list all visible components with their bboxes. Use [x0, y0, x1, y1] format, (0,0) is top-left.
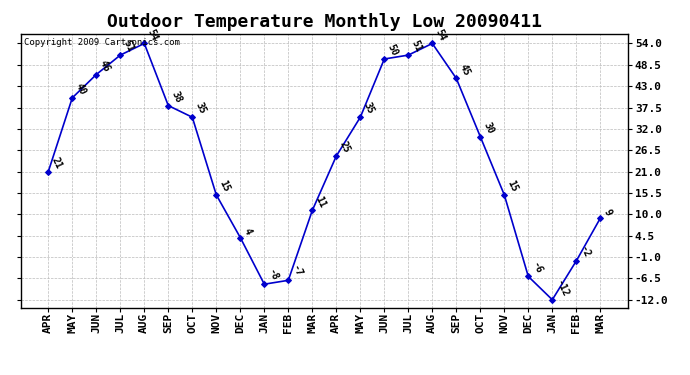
Text: 50: 50: [386, 43, 400, 58]
Title: Outdoor Temperature Monthly Low 20090411: Outdoor Temperature Monthly Low 20090411: [107, 13, 542, 31]
Text: 35: 35: [362, 101, 376, 116]
Text: -2: -2: [578, 244, 592, 260]
Text: 54: 54: [146, 27, 159, 42]
Text: 9: 9: [602, 207, 613, 217]
Text: 51: 51: [410, 39, 424, 54]
Text: 25: 25: [337, 140, 352, 154]
Text: 30: 30: [482, 120, 495, 135]
Text: -7: -7: [290, 264, 304, 279]
Text: 35: 35: [194, 101, 208, 116]
Text: Copyright 2009 Cartronics.com: Copyright 2009 Cartronics.com: [23, 38, 179, 47]
Text: 54: 54: [434, 27, 448, 42]
Text: 15: 15: [217, 178, 232, 194]
Text: 4: 4: [241, 226, 253, 236]
Text: 45: 45: [457, 62, 472, 77]
Text: 15: 15: [506, 178, 520, 194]
Text: 38: 38: [170, 89, 184, 104]
Text: 11: 11: [314, 194, 328, 209]
Text: 21: 21: [50, 155, 63, 170]
Text: 51: 51: [121, 39, 136, 54]
Text: 46: 46: [98, 58, 112, 73]
Text: -8: -8: [266, 268, 279, 283]
Text: 40: 40: [74, 81, 88, 96]
Text: -12: -12: [553, 278, 570, 298]
Text: -6: -6: [530, 260, 544, 275]
